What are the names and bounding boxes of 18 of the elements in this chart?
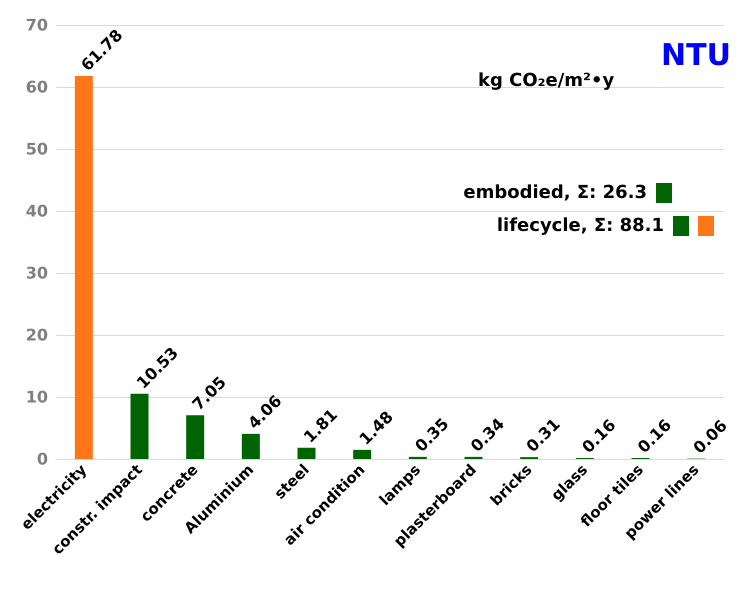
y-tick-label: 10 [26, 388, 48, 406]
annotation: kg CO₂e/m²•y [478, 70, 614, 91]
y-tick-label: 60 [26, 78, 48, 96]
bar [74, 76, 93, 459]
annotation: NTU [661, 38, 731, 73]
bar [298, 448, 316, 459]
y-tick-label: 50 [26, 140, 48, 158]
y-tick-label: 0 [36, 450, 48, 468]
bar [186, 415, 204, 459]
bar [353, 450, 372, 459]
y-tick-label: 40 [26, 202, 48, 220]
y-tick-label: 20 [26, 326, 48, 344]
y-tick-label: 70 [26, 16, 48, 34]
annotation: embodied, Σ: 26.3 [463, 182, 648, 204]
bar [242, 434, 260, 459]
annotation: lifecycle, Σ: 88.1 [496, 215, 665, 236]
y-tick-label: 30 [26, 264, 48, 282]
bar [130, 394, 148, 459]
